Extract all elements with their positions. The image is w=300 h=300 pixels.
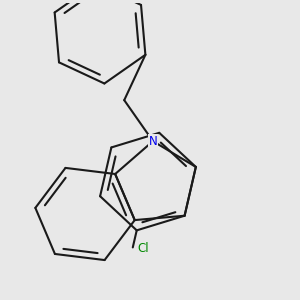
Text: N: N (148, 135, 157, 148)
Text: Cl: Cl (137, 242, 148, 255)
